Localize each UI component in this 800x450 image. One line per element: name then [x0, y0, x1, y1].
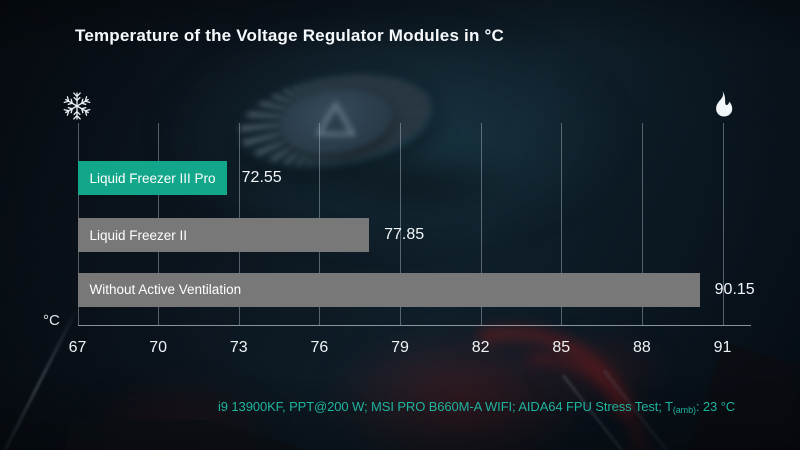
footnote-main: i9 13900KF, PPT@200 W; MSI PRO B660M-A W… — [218, 399, 673, 414]
tick-label: 91 — [713, 339, 732, 356]
bar-value-label: 77.85 — [384, 226, 425, 243]
bar-3: Without Active Ventilation — [77, 272, 700, 307]
tick-label: 82 — [471, 339, 490, 356]
axis-unit-label: °C — [43, 312, 60, 329]
bar-category-label: Without Active Ventilation — [89, 282, 242, 297]
grid-line — [641, 123, 643, 325]
grid-line — [561, 123, 563, 325]
bar-1: Liquid Freezer III Pro — [77, 161, 227, 195]
tick-label: 73 — [229, 339, 248, 356]
tick-label: 88 — [632, 339, 651, 356]
bar-2: Liquid Freezer II — [77, 218, 370, 252]
tick-label: 70 — [149, 339, 168, 356]
grid-line — [722, 123, 724, 325]
grid-line — [480, 123, 482, 325]
tick-label: 67 — [68, 339, 87, 356]
x-axis-line — [78, 325, 751, 326]
test-setup-footnote: i9 13900KF, PPT@200 W; MSI PRO B660M-A W… — [218, 399, 735, 415]
footnote-tail: : 23 °C — [695, 399, 736, 414]
bar-category-label: Liquid Freezer II — [89, 227, 188, 243]
footnote-subscript: (amb) — [672, 405, 696, 415]
bar-category-label: Liquid Freezer III Pro — [89, 170, 216, 186]
bar-value-label: 72.55 — [241, 169, 282, 186]
bar-value-label: 90.15 — [714, 280, 755, 298]
flame-icon — [709, 89, 737, 123]
grid-line — [400, 123, 401, 325]
tick-label: 85 — [552, 339, 571, 356]
tick-label: 76 — [310, 339, 329, 356]
tick-label: 79 — [391, 339, 409, 356]
snowflake-icon — [61, 90, 93, 122]
chart-title: Temperature of the Voltage Regulator Mod… — [75, 26, 504, 45]
